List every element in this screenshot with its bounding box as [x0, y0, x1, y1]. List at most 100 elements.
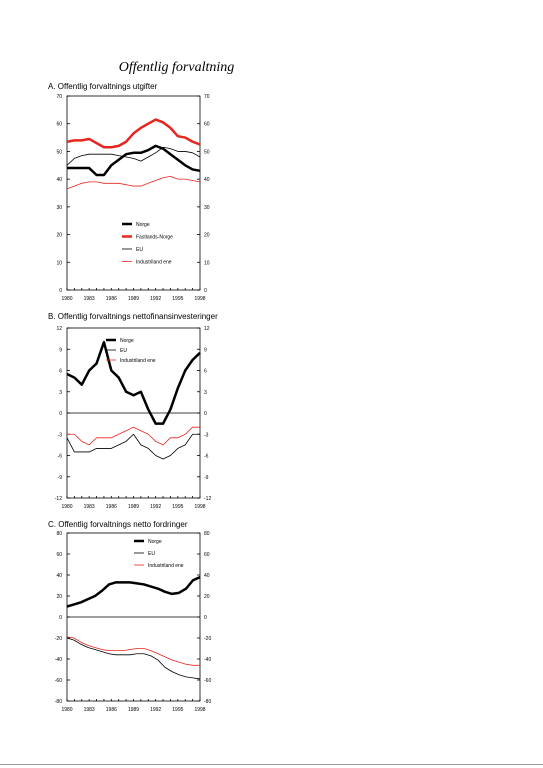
panel-a-series-line-2 — [66, 146, 201, 166]
panel-a-ytick-label-right: 10 — [204, 260, 210, 266]
panel-a-xtick-label: 1992 — [150, 296, 161, 302]
panel-b-ytick-label-right: 3 — [204, 390, 207, 396]
chart-panel-c: -80 -80 -60 -60 -40 -40 -20 -20 0 0 20 20 40 40 60 60 80… — [55, 531, 212, 713]
panel-a-ytick-label-left: 0 — [59, 288, 62, 294]
panel-b-xtick-label: 1980 — [61, 504, 72, 510]
panel-b-xtick-label: 1989 — [128, 504, 139, 510]
panel-a-xtick-label: 1989 — [128, 296, 139, 302]
panel-a-ytick-label-left: 40 — [56, 177, 62, 183]
panel-b-ytick-label-right: -12 — [204, 496, 211, 502]
panel-a-legend-label-0: Norge — [136, 222, 150, 228]
panel-c-ytick-label-left: 80 — [56, 531, 62, 537]
panel-c-ytick-label-left: 0 — [59, 615, 62, 621]
panel-c-legend-label-0: Norge — [148, 539, 162, 545]
panel-a-xtick-label: 1998 — [194, 296, 205, 302]
panel-b-series-line-0 — [66, 340, 201, 425]
panel-c-series-line-0 — [66, 575, 201, 608]
panel-b-ytick-label-left: 9 — [59, 347, 62, 353]
panel-a-ytick-label-right: 40 — [204, 177, 210, 183]
panel-b-ytick-label-right: -6 — [204, 454, 209, 460]
panel-c-series-line-2 — [66, 636, 200, 666]
panel-b-xtick-label: 1992 — [150, 504, 161, 510]
panel-a-xtick-label: 1980 — [61, 296, 72, 302]
panel-c-ytick-label-right: 80 — [204, 531, 210, 537]
panel-a-series-line-1 — [66, 118, 201, 149]
panel-c-legend-label-1: EU — [148, 551, 155, 557]
panel-b-ytick-label-left: -6 — [58, 454, 63, 460]
panel-a-ytick-label-left: 30 — [56, 205, 62, 211]
panel-a-series-line-3 — [66, 175, 201, 190]
panel-c-ytick-label-right: 40 — [204, 573, 210, 579]
panel-c-ytick-label-left: -40 — [55, 657, 62, 663]
panel-b-ytick-label-left: -9 — [58, 475, 63, 481]
panel-a-xtick-label: 1983 — [84, 296, 95, 302]
panel-a-ytick-label-left: 10 — [56, 260, 62, 266]
panel-a-legend-label-2: EU — [136, 247, 143, 253]
panel-c-ytick-label-right: -60 — [204, 678, 211, 684]
panel-c-ytick-label-right: 20 — [204, 594, 210, 600]
panel-b-ytick-label-right: -9 — [204, 475, 209, 481]
panel-b-series-line-1 — [66, 433, 200, 460]
panel-c-xtick-label: 1995 — [172, 707, 183, 713]
panel-c-xtick-label: 1980 — [61, 707, 72, 713]
panel-a-ytick-label-right: 60 — [204, 122, 210, 128]
figure-title: Offentlig forvaltning — [118, 60, 235, 75]
panel-b-ytick-label-right: 6 — [204, 369, 207, 375]
panel-a-ytick-label-left: 60 — [56, 122, 62, 128]
panel-c-ytick-label-left: -80 — [55, 699, 62, 705]
panel-c-xtick-label: 1989 — [128, 707, 139, 713]
chart-panel-a: 0 0 10 10 20 20 30 30 40 40 50 50 60 60 70 70 1980 1983 19… — [56, 94, 210, 302]
panel-c-xtick-label: 1986 — [106, 707, 117, 713]
panel-b-ytick-label-left: -12 — [55, 496, 62, 502]
panel-a-legend-label-1: Fastlands-Norge — [136, 234, 173, 240]
panel-a-ytick-label-right: 0 — [204, 288, 207, 294]
panel-b-xtick-label: 1995 — [172, 504, 183, 510]
panel-c-ytick-label-left: 40 — [56, 573, 62, 579]
panel-c-series-line-1 — [66, 637, 201, 680]
panel-a-title: A. Offentlig forvaltnings utgifter — [48, 82, 158, 91]
panel-b-ytick-label-right: 0 — [204, 411, 207, 417]
panel-a-ytick-label-left: 20 — [56, 233, 62, 239]
panel-a-ytick-label-right: 50 — [204, 149, 210, 155]
panel-a-ytick-label-right: 30 — [204, 205, 210, 211]
panel-c-xtick-label: 1983 — [84, 707, 95, 713]
panel-b-series-line-2 — [67, 426, 200, 446]
panel-b-ytick-label-right: -3 — [204, 432, 209, 438]
chart-panel-b: -12 -12 -9 -9 -6 -6 -3 -3 0 0 3 3 6 6 9 9 12 12 1980 1983 19… — [55, 326, 212, 510]
panel-a-xtick-label: 1995 — [172, 296, 183, 302]
panel-a-series-line-0 — [67, 144, 201, 177]
panel-c-title: C. Offentlig forvaltnings netto fordring… — [48, 520, 188, 529]
panel-b-legend-label-0: Norge — [120, 338, 134, 344]
panel-c-ytick-label-left: 60 — [56, 552, 62, 558]
panel-c-ytick-label-right: -40 — [204, 657, 211, 663]
panel-a-legend-label-3: Industriland ene — [136, 259, 172, 265]
panel-a-ytick-label-left: 50 — [56, 149, 62, 155]
panel-c-ytick-label-right: -20 — [204, 636, 211, 642]
panel-b-ytick-label-left: 6 — [59, 369, 62, 375]
panel-b-legend-label-1: EU — [120, 348, 127, 354]
panel-a-ytick-label-right: 70 — [204, 94, 210, 100]
panel-a-ytick-label-left: 70 — [56, 94, 62, 100]
panel-c-ytick-label-right: 60 — [204, 552, 210, 558]
panel-c-ytick-label-left: -60 — [55, 678, 62, 684]
panel-c-ytick-label-left: -20 — [55, 636, 62, 642]
panel-b-xtick-label: 1983 — [84, 504, 95, 510]
panel-c-xtick-label: 1998 — [194, 707, 205, 713]
page-rule — [0, 764, 543, 765]
panel-b-legend-label-2: Industriland ene — [120, 358, 156, 364]
panel-b-ytick-label-right: 9 — [204, 347, 207, 353]
panel-b-ytick-label-left: -3 — [58, 432, 63, 438]
panel-b-ytick-label-left: 0 — [59, 411, 62, 417]
panel-b-ytick-label-left: 12 — [56, 326, 62, 332]
panel-c-ytick-label-right: -80 — [204, 699, 211, 705]
panel-c-legend-label-2: Industriland ene — [148, 563, 184, 569]
panel-b-ytick-label-right: 12 — [204, 326, 210, 332]
panel-b-title: B. Offentlig forvaltnings nettofinansinv… — [48, 312, 218, 321]
panel-b-ytick-label-left: 3 — [59, 390, 62, 396]
panel-b-xtick-label: 1998 — [194, 504, 205, 510]
panel-c-ytick-label-right: 0 — [204, 615, 207, 621]
panel-b-xtick-label: 1986 — [106, 504, 117, 510]
panel-c-xtick-label: 1992 — [150, 707, 161, 713]
panel-a-xtick-label: 1986 — [106, 296, 117, 302]
panel-c-ytick-label-left: 20 — [56, 594, 62, 600]
